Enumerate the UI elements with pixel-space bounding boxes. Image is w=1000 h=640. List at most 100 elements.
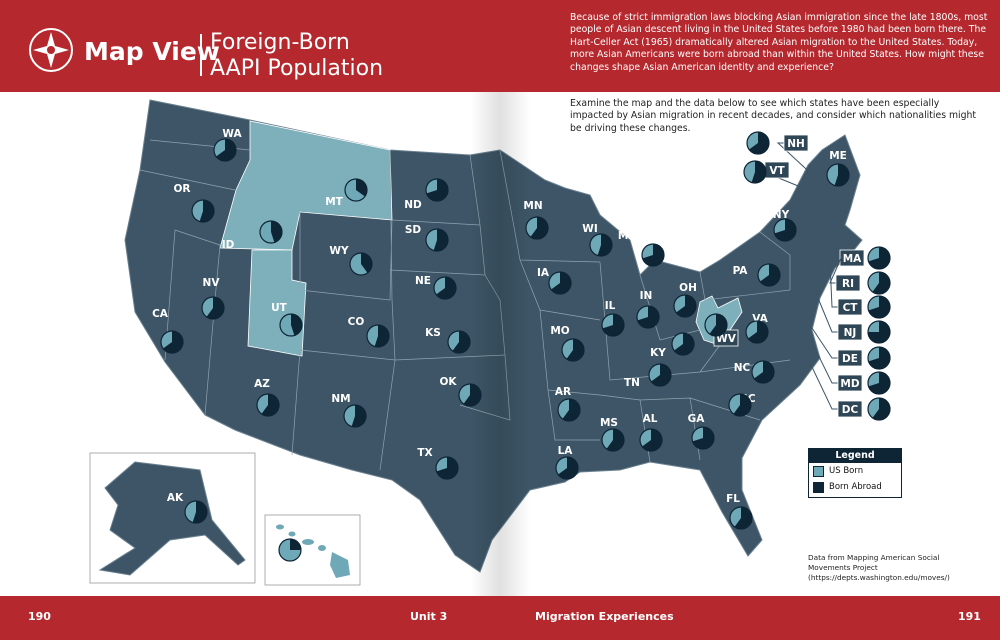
state-label: MS [600,417,618,429]
state-label: CT [843,302,859,314]
state-label: DE [842,353,858,365]
state-label: MD [840,378,859,390]
pie-slice [351,405,367,428]
intro-text: Because of strict immigration laws block… [570,12,988,73]
us-outline [124,99,863,573]
state-label: MN [523,200,542,212]
state-borders [139,139,791,471]
pie-base [867,346,891,370]
footer-bar: 190 Unit 3 Migration Experiences 191 [0,596,1000,640]
pie-slice [452,331,470,353]
state-label: WV [716,333,737,345]
state-label: RI [842,278,854,290]
pie-slice [749,132,769,154]
hawaii-shape [276,524,350,578]
state-label: MI [618,230,632,242]
state-label: OR [173,183,190,195]
highlight-state-wv [695,295,743,347]
pie-base [601,428,625,452]
pie-base [745,320,769,344]
pie-slice [290,539,301,550]
legend-item: Born Abroad [809,479,901,495]
pie-slice [356,179,368,197]
pie-base [826,163,850,187]
leader-line [758,169,809,191]
page-number: 191 [958,610,981,623]
title: Map View [84,37,220,66]
pie-base [548,271,572,295]
pie-slice [551,272,572,295]
state-label: CA [152,308,169,320]
subtitle-line: Foreign-Born [210,30,350,55]
header-bar: Map View Foreign-Born AAPI Population Be… [0,0,1000,92]
label-box [835,274,861,292]
state-label: DC [842,404,859,416]
pie-slice [868,296,890,319]
pie-base [867,397,891,421]
pie-base [757,263,781,287]
pie-base [259,220,283,244]
label-box [837,298,863,316]
pie-slice [733,394,751,417]
section-label: Migration Experiences [535,610,674,623]
state-label: VT [769,165,785,177]
pie-base [557,398,581,422]
pie-base [729,506,753,530]
state-label: NJ [844,327,857,339]
pie-base [743,160,767,184]
page-number: 190 [28,610,51,623]
pie-base [561,338,585,362]
state-label: AK [167,492,184,504]
pie-base [636,305,660,329]
pie-base [433,276,457,300]
state-label: UT [271,302,288,314]
pie-slice [748,321,769,343]
source-note: Data from Mapping American Social Moveme… [808,553,950,582]
pie-slice [206,297,224,320]
pie-slice [436,277,456,299]
pie-slice [602,314,624,337]
state-label: SC [740,393,756,405]
leader-line [829,255,843,284]
pie-base [458,383,482,407]
pie-slice [834,164,849,186]
pie-slice [291,314,302,336]
state-label: WY [329,245,349,257]
state-label: ND [404,199,422,211]
pie-base [349,252,373,276]
pie-slice [562,399,580,422]
pie-base [435,456,459,480]
state-label: OH [679,282,697,294]
leader-line [833,239,841,259]
pie-base [555,456,579,480]
leader-line [799,317,838,384]
state-label: KS [425,327,441,339]
state-label: MA [843,253,862,265]
pie-base [213,138,237,162]
divider [200,34,202,76]
pie-base [343,404,367,428]
state-label: NY [773,209,790,221]
pie-base [773,218,797,242]
pie-slice [606,429,624,451]
alaska-inset [89,452,256,584]
pie-base [746,131,770,155]
pie-base [673,294,697,318]
pie-slice [751,161,766,183]
pie-base [601,313,625,337]
pie-base [867,371,891,395]
state-label: KY [650,347,666,359]
subtitle-line: AAPI Population [210,56,384,81]
state-label: IA [537,267,550,279]
pie-base [728,393,752,417]
pie-slice [868,347,890,370]
pie-slice [192,501,208,523]
pie-slice [433,229,448,251]
state-label: VA [752,313,768,325]
pie-slice [642,244,664,266]
hawaii-inset [264,514,361,586]
legend: Legend US Born Born Abroad [808,448,902,498]
pie-slice [760,264,780,286]
label-box [783,134,809,152]
